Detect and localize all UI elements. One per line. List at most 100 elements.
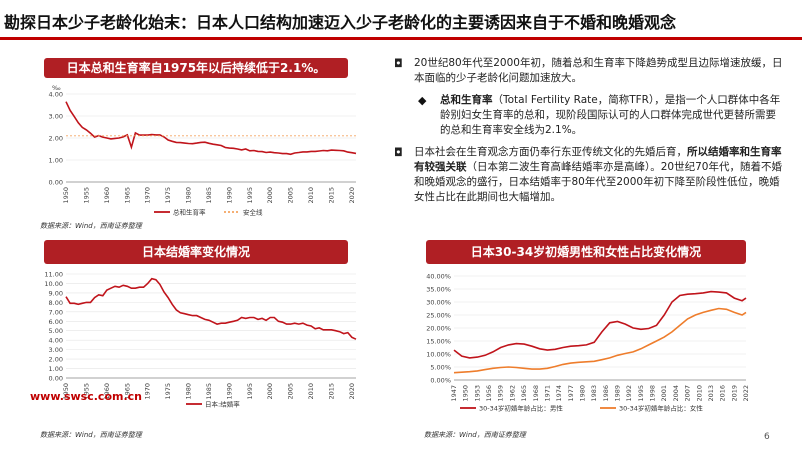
x-tick-label: 2010 xyxy=(307,187,315,204)
x-tick-label: 1959 xyxy=(497,385,505,402)
x-tick-label: 1992 xyxy=(625,385,633,402)
series-line-30-34岁初婚年龄占比：女性 xyxy=(453,307,747,374)
bullet-list: ◘ 20世纪80年代至2000年初，随着总和生育率下降趋势成型且边际增速放缓，日… xyxy=(392,56,784,212)
x-tick-label: 2019 xyxy=(730,385,738,402)
x-tick-label: 2015 xyxy=(327,187,335,204)
y-tick-label: 35.00% xyxy=(426,286,451,294)
x-tick-label: 1971 xyxy=(543,385,551,402)
x-tick-label: 1986 xyxy=(602,385,610,402)
tfr-chart: 0.00 1.00 2.00 3.00 4.00 1950 1955 1960 1965 1970… xyxy=(49,84,357,217)
bullet-text: 日本社会在生育观念方面仍奉行东亚传统文化的先婚后育， xyxy=(414,146,687,158)
bullet-item: ◆ 总和生育率（Total Fertility Rate，简称TFR），是指一个… xyxy=(392,93,784,138)
y-tick-label: 15.00% xyxy=(426,338,451,346)
x-tick-label: 1983 xyxy=(590,385,598,402)
y-tick-label: 2.00 xyxy=(49,135,63,143)
footer-url: www.swsc.com.cn xyxy=(30,390,142,403)
y-tick-label: 7.00 xyxy=(49,308,63,316)
series-line-总和生育率 xyxy=(65,101,357,156)
x-tick-label: 1990 xyxy=(225,383,233,400)
y-tick-label: 0.00% xyxy=(430,377,451,385)
x-tick-label: 1975 xyxy=(164,187,172,204)
marriage-chart-title: 日本结婚率变化情况 xyxy=(141,245,250,259)
bullet-item: ◘ 日本社会在生育观念方面仍奉行东亚传统文化的先婚后育，所以结婚率和生育率有较强… xyxy=(392,145,784,205)
legend-label: 安全线 xyxy=(243,208,263,217)
x-tick-label: 2010 xyxy=(307,383,315,400)
x-tick-label: 2016 xyxy=(719,385,727,402)
y-tick-label: 2.00 xyxy=(49,356,63,364)
tfr-chart-source: 数据来源：Wind，西南证券整理 xyxy=(40,222,142,230)
y-tick-label: 5.00 xyxy=(49,327,63,335)
bullet-mark-icon: ◘ xyxy=(394,146,403,159)
x-tick-label: 2007 xyxy=(684,385,692,402)
title-rule xyxy=(0,37,802,40)
page-title: 勘探日本少子老龄化始末：日本人口结构加速迈入少子老龄化的主要诱因来自于不婚和晚婚… xyxy=(4,13,677,32)
tfr-chart-title: 日本总和生育率自1975年以后持续低于2.1%。 xyxy=(66,61,326,75)
page-number: 6 xyxy=(764,432,770,442)
x-tick-label: 2020 xyxy=(348,187,356,204)
y-tick-label: 30.00% xyxy=(426,299,451,307)
marriage-chart-source: 数据来源：Wind，西南证券整理 xyxy=(40,431,142,439)
y-tick-label: 20.00% xyxy=(426,325,451,333)
y-tick-label: 25.00% xyxy=(426,312,451,320)
legend-label: 30-34岁初婚年龄占比：女性 xyxy=(619,404,703,413)
series-line-日本:结婚率 xyxy=(65,277,357,340)
x-tick-label: 2000 xyxy=(266,383,274,400)
y-tick-label: 11.00 xyxy=(44,271,63,279)
x-tick-label: 1965 xyxy=(123,187,131,204)
x-tick-label: 1980 xyxy=(578,385,586,402)
y-tick-label: 10.00% xyxy=(426,351,451,359)
x-tick-label: 1965 xyxy=(520,385,528,402)
bullet-bold-text: 所以结婚率和生育率有较强关联 xyxy=(414,146,782,173)
tfr-chart-header: 日本总和生育率自1975年以后持续低于2.1%。 xyxy=(44,58,348,78)
legend-label: 日本:结婚率 xyxy=(205,400,240,409)
x-tick-label: 1998 xyxy=(649,385,657,402)
bullet-text: 20世纪80年代至2000年初，随着总和生育率下降趋势成型且边际增速放缓，日本面… xyxy=(414,57,783,84)
x-tick-label: 2022 xyxy=(742,385,750,402)
x-tick-label: 1995 xyxy=(637,385,645,402)
bullet-text: （日本第二波生育高峰结婚率亦是高峰）。20世纪70年代，随着不婚和晚婚观念的盛行… xyxy=(414,161,782,203)
x-tick-label: 1960 xyxy=(103,383,111,400)
y-tick-label: 1.00 xyxy=(49,365,63,373)
legend-label: 30-34岁初婚年龄占比：男性 xyxy=(479,404,563,413)
bullet-mark-icon: ◘ xyxy=(394,57,403,70)
x-tick-label: 2000 xyxy=(266,187,274,204)
x-tick-label: 1955 xyxy=(82,383,90,400)
x-tick-label: 1950 xyxy=(62,187,70,204)
x-tick-label: 1980 xyxy=(185,383,193,400)
y-tick-label: 3.00 xyxy=(49,113,63,121)
share-chart-source: 数据来源：Wind，西南证券整理 xyxy=(424,431,526,439)
share-chart-title: 日本30-34岁初婚男性和女性占比变化情况 xyxy=(470,245,702,259)
y-tick-label: 10.00 xyxy=(44,280,63,288)
x-tick-label: 2020 xyxy=(348,383,356,400)
x-tick-label: 2010 xyxy=(695,385,703,402)
x-tick-label: 1956 xyxy=(485,385,493,402)
y-tick-label: 6.00 xyxy=(49,318,63,326)
x-tick-label: 1970 xyxy=(144,383,152,400)
x-tick-label: 2015 xyxy=(327,383,335,400)
x-tick-label: 2005 xyxy=(287,187,295,204)
marriage-chart: 0.00 1.002.00 3.004.00 5.006.00 7.008.00 9.00… xyxy=(44,271,357,409)
y-tick-label: 4.00 xyxy=(49,337,63,345)
x-tick-label: 2013 xyxy=(707,385,715,402)
y-tick-label: 8.00 xyxy=(49,299,63,307)
x-tick-label: 1947 xyxy=(450,385,458,402)
diamond-bullet-icon: ◆ xyxy=(418,94,427,107)
x-tick-label: 1995 xyxy=(246,187,254,204)
x-tick-label: 1974 xyxy=(555,385,563,402)
y-tick-label: 40.00% xyxy=(426,273,451,281)
x-tick-label: 1953 xyxy=(473,385,481,402)
x-tick-label: 1980 xyxy=(185,187,193,204)
x-tick-label: 1965 xyxy=(123,383,131,400)
x-tick-label: 1950 xyxy=(462,385,470,402)
x-tick-label: 1985 xyxy=(205,187,213,204)
y-tick-label: 5.00% xyxy=(430,364,451,372)
x-tick-label: 1995 xyxy=(246,383,254,400)
y-tick-label: 0.00 xyxy=(49,375,63,383)
x-tick-label: 2001 xyxy=(660,385,668,402)
share-chart-header: 日本30-34岁初婚男性和女性占比变化情况 xyxy=(426,240,746,264)
x-tick-label: 1968 xyxy=(532,385,540,402)
x-tick-label: 1950 xyxy=(62,383,70,400)
x-tick-label: 1970 xyxy=(144,187,152,204)
x-tick-label: 1962 xyxy=(508,385,516,402)
bullet-item: ◘ 20世纪80年代至2000年初，随着总和生育率下降趋势成型且边际增速放缓，日… xyxy=(392,56,784,86)
